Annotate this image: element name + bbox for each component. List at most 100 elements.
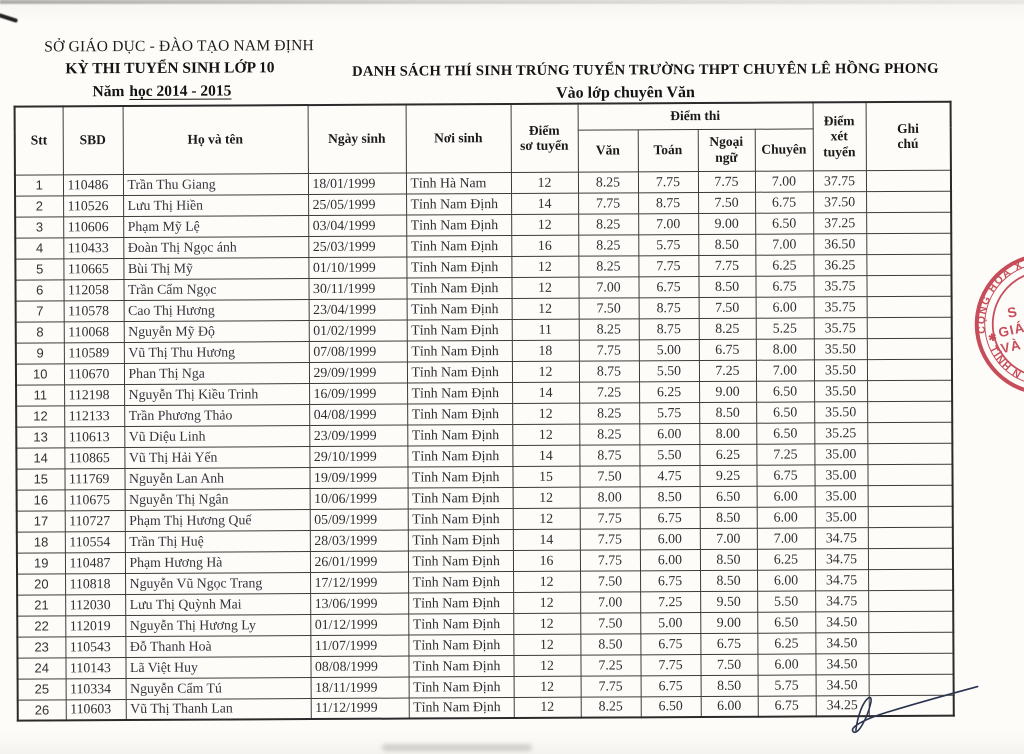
cell-ghi-chu — [866, 337, 952, 360]
cell-xet-tuyen: 35.50 — [813, 359, 868, 381]
cell-name: Vũ Diệu Linh — [124, 425, 310, 448]
cell-toan: 7.00 — [638, 213, 699, 235]
cell-stt: 14 — [16, 447, 65, 469]
cell-dob: 18/01/1999 — [307, 172, 407, 195]
cell-chuyen: 6.75 — [755, 191, 814, 213]
cell-name: Phan Thị Nga — [123, 362, 310, 385]
cell-sbd: 112133 — [64, 405, 125, 427]
cell-van: 7.50 — [579, 465, 640, 487]
cell-chuyen: 7.00 — [756, 527, 815, 549]
cell-van: 8.75 — [578, 360, 640, 382]
cell-toan: 6.75 — [640, 570, 701, 592]
cell-sbd: 112030 — [65, 594, 126, 616]
cell-so-tuyen: 14 — [512, 444, 580, 466]
handwritten-signature — [851, 685, 979, 734]
cell-ngoai-ngu: 7.50 — [698, 191, 756, 214]
cell-van: 8.25 — [578, 318, 639, 340]
cell-toan: 8.75 — [638, 192, 699, 214]
cell-sbd: 110818 — [65, 573, 126, 595]
cell-sbd: 110334 — [65, 678, 126, 700]
cell-stt: 25 — [17, 678, 66, 700]
cell-ghi-chu — [868, 610, 954, 633]
cell-dob: 29/09/1999 — [308, 361, 408, 384]
cell-so-tuyen: 14 — [512, 528, 580, 550]
cell-ghi-chu — [867, 526, 953, 549]
col-header-xet-tuyen: Điểm xét tuyển — [812, 102, 866, 171]
cell-dob: 18/11/1999 — [310, 676, 409, 699]
cell-dob: 25/05/1999 — [308, 193, 407, 216]
cell-ngoai-ngu: 6.75 — [700, 632, 758, 655]
cell-xet-tuyen: 36.50 — [813, 233, 867, 255]
cell-stt: 9 — [15, 342, 64, 364]
cell-pob: Tỉnh Nam Định — [406, 298, 512, 320]
cell-dob: 01/12/1999 — [310, 613, 409, 636]
col-header-ghi-chu: Ghi chú — [865, 101, 951, 171]
cell-so-tuyen: 14 — [511, 192, 579, 215]
cell-pob: Tỉnh Nam Định — [408, 591, 514, 614]
cell-so-tuyen: 12 — [512, 486, 580, 508]
cell-van: 8.25 — [578, 234, 639, 256]
cell-pob: Tỉnh Nam Định — [407, 507, 513, 530]
cell-pob: Tỉnh Nam Định — [406, 277, 512, 299]
cell-xet-tuyen: 35.00 — [814, 443, 868, 465]
cell-pob: Tỉnh Nam Định — [407, 444, 513, 467]
cell-name: Lưu Thị Quỳnh Mai — [125, 593, 311, 616]
cell-ngoai-ngu: 9.25 — [699, 464, 757, 487]
cell-dob: 19/09/1999 — [309, 466, 408, 489]
cell-ngoai-ngu: 7.50 — [698, 296, 756, 319]
cell-dob: 25/03/1999 — [308, 235, 407, 258]
cell-chuyen: 5.75 — [757, 674, 816, 696]
cell-van: 8.25 — [578, 255, 639, 277]
cell-toan: 7.25 — [640, 591, 701, 613]
cell-sbd: 110675 — [64, 489, 125, 511]
cell-dob: 04/08/1999 — [309, 403, 408, 426]
cell-chuyen: 7.00 — [755, 359, 815, 381]
cell-stt: 17 — [16, 510, 65, 532]
cell-xet-tuyen: 34.75 — [814, 527, 868, 549]
cell-name: Lã Việt Huy — [125, 656, 311, 679]
cell-ngoai-ngu: 7.00 — [699, 527, 757, 550]
cell-van: 7.00 — [578, 276, 639, 298]
cell-chuyen: 6.50 — [756, 380, 815, 402]
cell-ghi-chu — [868, 652, 954, 675]
cell-ghi-chu — [866, 274, 952, 297]
cell-toan: 8.75 — [638, 297, 699, 319]
cell-xet-tuyen: 37.50 — [813, 191, 867, 213]
cell-toan: 5.75 — [639, 402, 700, 424]
cell-chuyen: 6.75 — [756, 464, 815, 486]
cell-chuyen: 8.00 — [755, 338, 814, 360]
cell-xet-tuyen: 34.75 — [814, 548, 869, 570]
cell-pob: Tỉnh Nam Định — [407, 381, 513, 404]
cell-chuyen: 6.25 — [757, 632, 816, 654]
cell-stt: 20 — [17, 573, 66, 595]
cell-stt: 23 — [17, 636, 66, 658]
cell-so-tuyen: 16 — [512, 549, 581, 571]
cell-ngoai-ngu: 6.00 — [700, 695, 758, 718]
cell-so-tuyen: 16 — [511, 234, 579, 257]
cell-pob: Tỉnh Nam Định — [406, 340, 512, 362]
results-header: Stt SBD Họ và tên Ngày sinh Nơi sinh Điể… — [14, 101, 951, 175]
scan-artifact-top-edge — [0, 0, 1024, 4]
cell-toan: 6.25 — [639, 381, 700, 403]
cell-toan: 5.50 — [638, 360, 700, 382]
cell-van: 7.75 — [578, 339, 639, 361]
cell-name: Nguyễn Thị Kiều Trinh — [124, 383, 310, 406]
cell-ghi-chu — [867, 505, 953, 528]
cell-toan: 7.75 — [637, 171, 699, 193]
cell-van: 7.25 — [579, 381, 640, 403]
cell-ngoai-ngu: 9.00 — [700, 611, 758, 634]
cell-chuyen: 6.50 — [756, 401, 815, 423]
cell-name: Nguyễn Cẩm Tú — [125, 677, 311, 700]
cell-van: 8.25 — [577, 171, 639, 193]
cell-sbd: 110613 — [64, 426, 125, 448]
cell-sbd: 110589 — [63, 342, 124, 364]
cell-so-tuyen: 14 — [512, 381, 580, 403]
table-row: 26 110603 Vũ Thị Thanh Lan 11/12/1999 Tỉnh N… — [17, 694, 954, 721]
cell-van: 7.25 — [580, 654, 641, 676]
cell-xet-tuyen: 35.75 — [813, 317, 867, 339]
cell-ghi-chu — [867, 400, 953, 423]
cell-toan: 4.75 — [639, 465, 700, 487]
cell-xet-tuyen: 34.50 — [815, 653, 869, 675]
cell-ghi-chu — [868, 589, 954, 612]
cell-ghi-chu — [866, 232, 952, 255]
